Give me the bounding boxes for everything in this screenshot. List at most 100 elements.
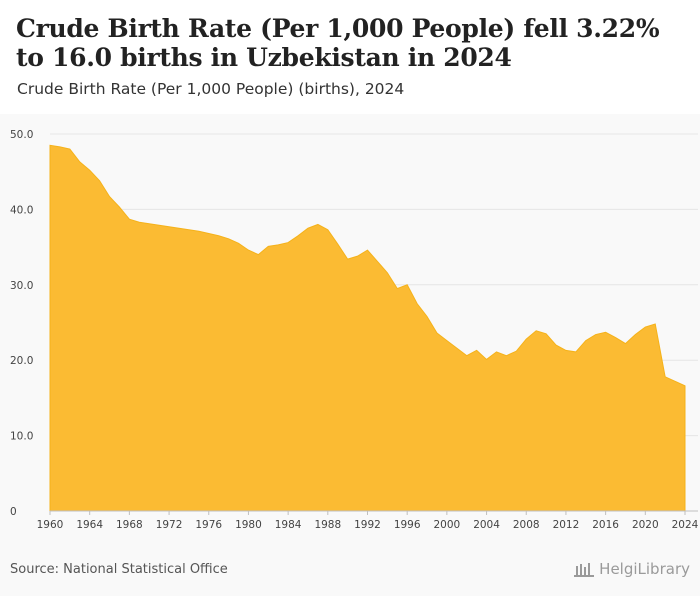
data-point[interactable] [305,225,311,231]
data-point[interactable] [275,242,281,248]
data-point[interactable] [295,233,301,239]
chart-title: Crude Birth Rate (Per 1,000 People) fell… [16,14,660,72]
data-point[interactable] [315,221,321,227]
data-point[interactable] [176,225,182,231]
data-point[interactable] [563,347,569,353]
data-point[interactable] [484,356,490,362]
data-point[interactable] [345,256,351,262]
x-tick-label: 1968 [116,519,143,531]
data-point[interactable] [652,321,658,327]
data-point[interactable] [444,338,450,344]
data-point[interactable] [236,240,242,246]
data-point[interactable] [583,338,589,344]
data-point[interactable] [325,227,331,233]
y-tick-label: 30.0 [10,280,33,292]
x-tick-label: 1996 [394,519,421,531]
data-point[interactable] [57,144,63,150]
data-point[interactable] [414,301,420,307]
data-point[interactable] [523,336,529,342]
x-tick-label: 1960 [37,519,64,531]
x-axis: 1960 1964 1968 1972 1976 1980 1984 1988 1992 1996… [37,510,699,531]
x-tick-label: 2000 [434,519,461,531]
data-point[interactable] [464,353,470,359]
data-point[interactable] [355,253,361,259]
data-point[interactable] [265,243,271,249]
data-point[interactable] [226,236,232,242]
chart-subtitle: Crude Birth Rate (Per 1,000 People) (bir… [17,80,405,98]
data-point[interactable] [513,348,519,354]
x-tick-label: 2012 [553,519,580,531]
data-point[interactable] [613,335,619,341]
x-tick-label: 1976 [195,519,222,531]
y-axis: 0 10.0 20.0 30.0 40.0 50.0 [10,129,33,518]
y-tick-label: 20.0 [10,355,33,367]
data-point[interactable] [642,324,648,330]
data-point[interactable] [365,247,371,253]
y-tick-label: 0 [10,506,17,518]
data-point[interactable] [454,345,460,351]
data-point[interactable] [77,159,83,165]
data-point[interactable] [87,167,93,173]
data-point[interactable] [672,378,678,384]
library-columns-icon [574,563,595,577]
data-point[interactable] [285,240,291,246]
data-point[interactable] [533,328,539,334]
data-point[interactable] [116,204,122,210]
x-tick-label: 1964 [76,519,103,531]
x-tick-label: 2016 [592,519,619,531]
data-point[interactable] [434,330,440,336]
data-point[interactable] [573,349,579,355]
data-point[interactable] [384,270,390,276]
x-tick-label: 1984 [275,519,302,531]
data-point[interactable] [255,252,261,258]
data-point[interactable] [335,241,341,247]
brand-logo[interactable]: HelgiLibrary [573,560,690,578]
area-series [47,142,688,512]
data-point[interactable] [166,224,172,230]
x-tick-label: 1988 [314,519,341,531]
data-point[interactable] [682,383,688,389]
data-point[interactable] [603,329,609,335]
x-tick-label: 1992 [354,519,381,531]
data-point[interactable] [622,341,628,347]
data-point[interactable] [503,353,509,359]
brand-name: HelgiLibrary [599,560,690,578]
data-point[interactable] [553,342,559,348]
data-point[interactable] [632,332,638,338]
data-point[interactable] [47,142,53,148]
data-point[interactable] [97,178,103,184]
data-point[interactable] [493,349,499,355]
data-point[interactable] [543,331,549,337]
area-chart: 010.020.030.040.050.0 1960 1964 1968 1972 19… [10,129,699,531]
data-point[interactable] [156,222,162,228]
data-point[interactable] [474,347,480,353]
data-point[interactable] [662,374,668,380]
y-tick-label: 10.0 [10,431,33,443]
data-point[interactable] [136,219,142,225]
data-point[interactable] [394,286,400,292]
data-point[interactable] [424,313,430,319]
data-point[interactable] [107,194,113,200]
data-point[interactable] [404,282,410,288]
data-point[interactable] [196,228,202,234]
data-point[interactable] [245,247,251,253]
x-tick-label: 2004 [473,519,500,531]
data-point[interactable] [126,216,132,222]
source-note: Source: National Statistical Office [10,562,228,577]
data-point[interactable] [67,146,73,152]
data-point[interactable] [146,221,152,227]
data-point[interactable] [374,258,380,264]
x-tick-label: 2024 [672,519,699,531]
y-tick-label: 40.0 [10,204,33,216]
y-tick-label: 50.0 [10,129,33,141]
x-tick-label: 1972 [156,519,183,531]
data-point[interactable] [186,227,192,233]
data-point[interactable] [593,332,599,338]
header: Crude Birth Rate (Per 1,000 People) fell… [0,0,700,114]
data-point[interactable] [206,231,212,237]
x-tick-label: 2008 [513,519,540,531]
data-point[interactable] [216,233,222,239]
x-tick-label: 2020 [632,519,659,531]
area-fill [49,144,686,512]
x-tick-label: 1980 [235,519,262,531]
